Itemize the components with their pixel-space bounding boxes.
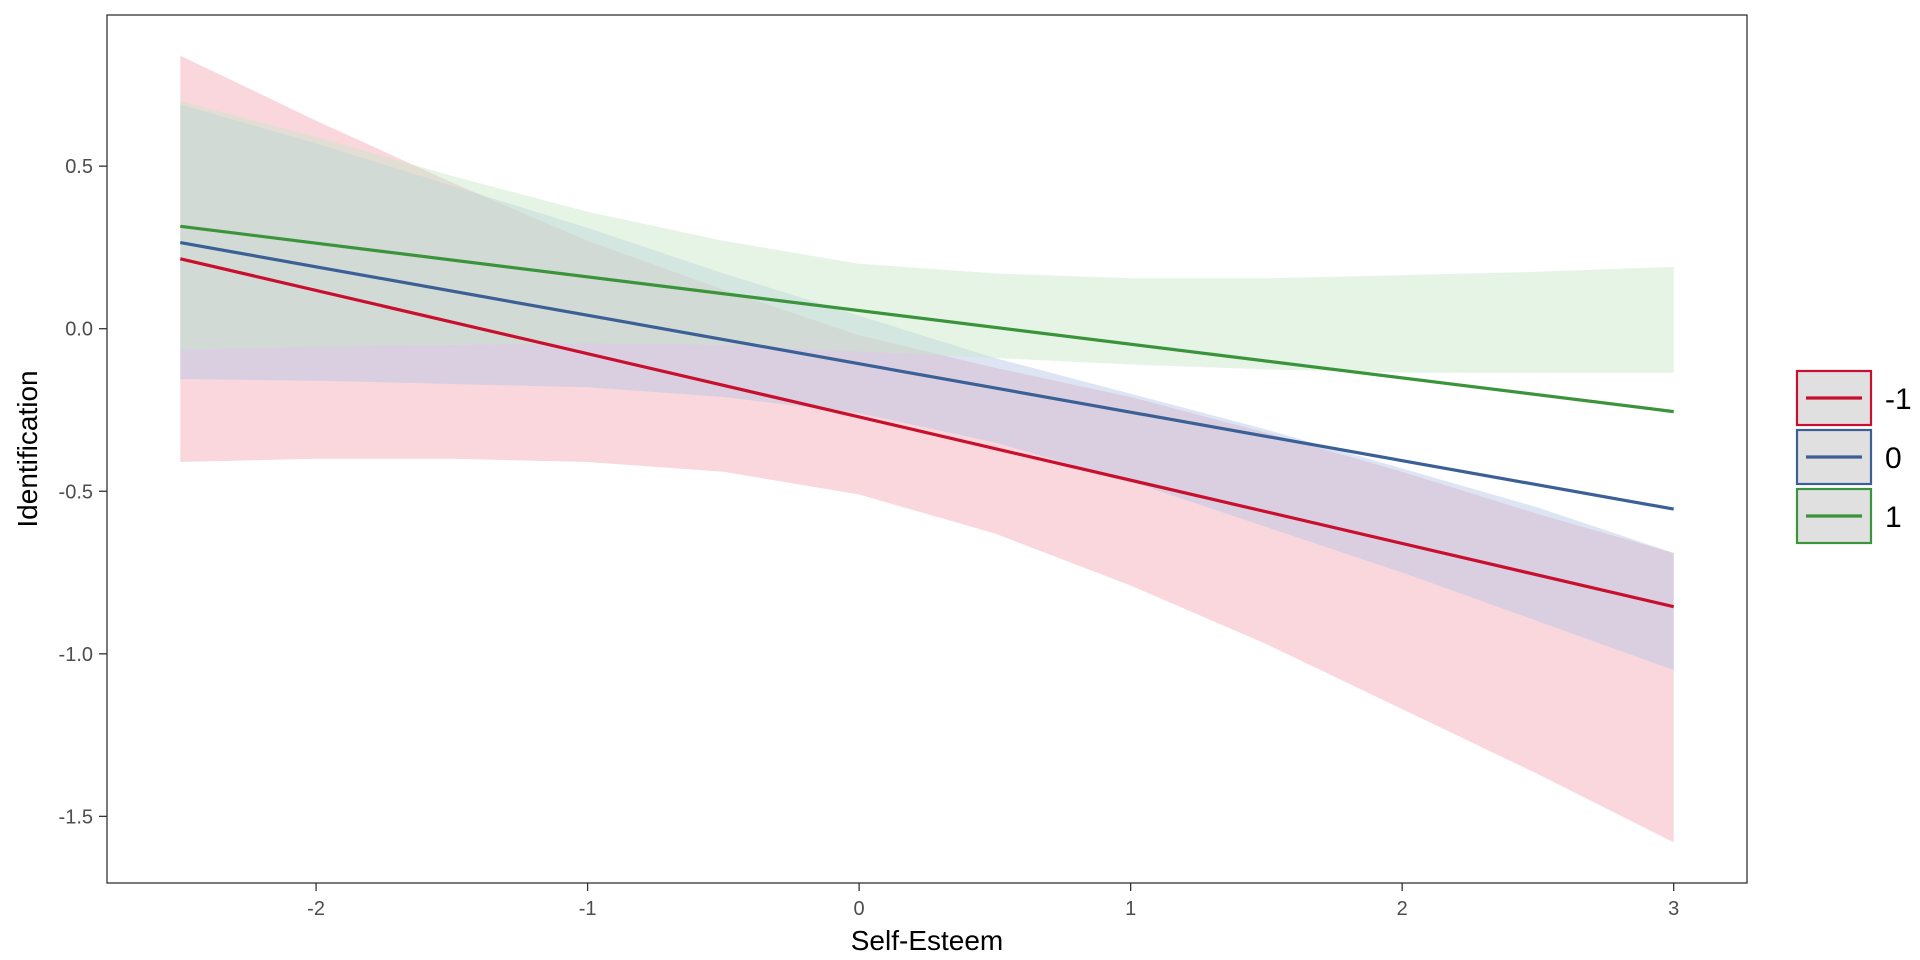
ci-band-series-0 (180, 55, 1674, 843)
y-tick-label: 0.5 (65, 156, 93, 178)
x-tick-label: 3 (1668, 898, 1679, 920)
x-tick-label: -1 (579, 898, 597, 920)
y-tick-label: 0.0 (65, 319, 93, 341)
legend-label: 0 (1885, 442, 1902, 475)
x-tick-label: 1 (1125, 898, 1136, 920)
legend: -1 0 1 (1795, 369, 1912, 545)
confidence-bands (180, 55, 1674, 843)
x-axis: -2 -1 0 1 2 3 (307, 883, 1679, 920)
plot-panel-border (106, 14, 1748, 884)
series-line-0 (179, 257, 1675, 609)
ci-band-series-2 (180, 101, 1674, 373)
x-tick-label: 0 (854, 898, 865, 920)
x-tick-label: 2 (1397, 898, 1408, 920)
legend-label: 1 (1885, 501, 1902, 534)
x-axis-title: Self-Esteem (851, 925, 1004, 956)
y-tick-label: -1.0 (59, 644, 93, 666)
series-line-2 (180, 224, 1674, 414)
legend-label: -1 (1885, 383, 1912, 416)
y-tick-label: -1.5 (59, 806, 93, 828)
series-line-1 (180, 241, 1674, 511)
y-tick-label: -0.5 (59, 481, 93, 503)
series-lines (179, 224, 1675, 609)
y-axis-title: Identification (12, 370, 43, 527)
x-tick-label: -2 (307, 898, 325, 920)
y-axis: -1.5 -1.0 -0.5 0.0 0.5 (59, 156, 107, 828)
ci-band-series-1 (180, 104, 1674, 671)
